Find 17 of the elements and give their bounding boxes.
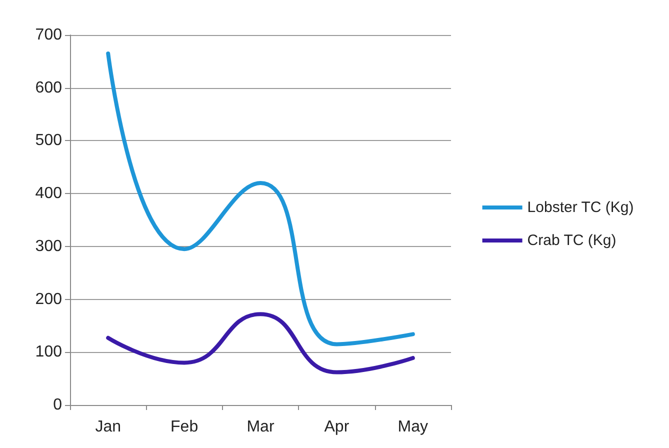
y-tick-label: 400 xyxy=(35,185,62,202)
y-tick-label: 700 xyxy=(35,26,62,44)
y-tick-label: 300 xyxy=(35,238,62,255)
legend-label: Lobster TC (Kg) xyxy=(527,199,634,216)
x-tick-label: Mar xyxy=(246,418,275,436)
x-tick-label: Apr xyxy=(324,418,350,436)
x-tick-label: May xyxy=(398,418,428,436)
x-tick-label: Jan xyxy=(95,418,121,436)
legend-label: Crab TC (Kg) xyxy=(527,232,616,249)
y-tick-label: 0 xyxy=(53,396,62,414)
x-tick-label: Feb xyxy=(170,418,198,436)
line-series xyxy=(106,52,415,346)
y-tick-label: 600 xyxy=(35,79,62,96)
y-tick-label: 500 xyxy=(35,132,62,150)
line-series xyxy=(106,312,415,374)
y-tick-label: 200 xyxy=(35,290,62,308)
y-tick-label: 100 xyxy=(35,344,62,361)
